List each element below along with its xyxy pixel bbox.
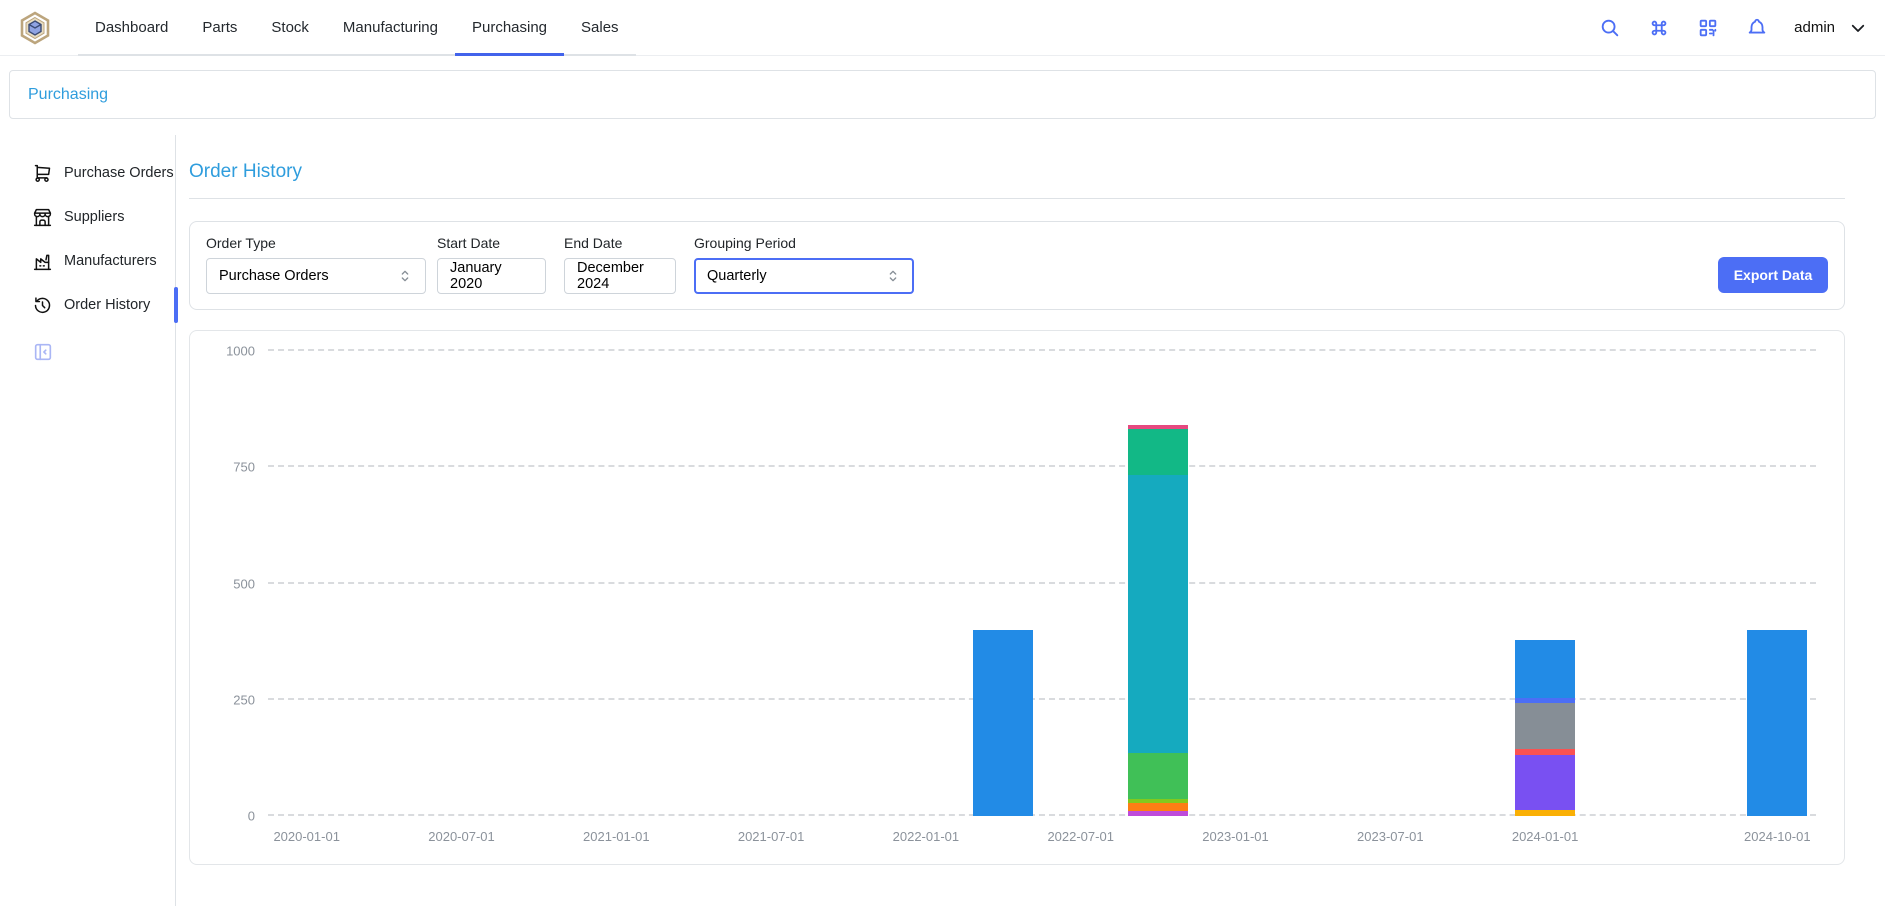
tab-sales[interactable]: Sales bbox=[564, 0, 636, 54]
bar-segment-violet bbox=[1515, 755, 1575, 810]
tab-dashboard[interactable]: Dashboard bbox=[78, 0, 185, 54]
y-axis-tick-250: 250 bbox=[233, 692, 255, 707]
user-menu[interactable]: admin bbox=[1794, 19, 1867, 37]
app-logo[interactable] bbox=[18, 0, 52, 55]
gridline-y-500 bbox=[268, 582, 1816, 584]
grouping-period-label: Grouping Period bbox=[694, 235, 914, 251]
order-type-select[interactable]: Purchase Orders bbox=[206, 258, 426, 294]
inventree-logo-icon bbox=[18, 11, 52, 45]
sidebar-item-purchase-orders[interactable]: Purchase Orders bbox=[0, 151, 175, 195]
storefront-icon bbox=[32, 207, 53, 228]
y-axis-tick-750: 750 bbox=[233, 460, 255, 475]
x-axis-tick-2022-07-01: 2022-07-01 bbox=[1047, 829, 1114, 844]
x-axis-tick-2023-01-01: 2023-01-01 bbox=[1202, 829, 1269, 844]
main-panel: Order History Order Type Purchase Orders… bbox=[176, 135, 1885, 906]
bar-segment-cyan bbox=[1128, 475, 1188, 753]
breadcrumb-purchasing-link[interactable]: Purchasing bbox=[28, 86, 108, 104]
end-date-input[interactable]: December 2024 bbox=[564, 258, 676, 294]
order-type-value: Purchase Orders bbox=[219, 268, 329, 284]
bar-2024-10-01[interactable] bbox=[1747, 630, 1807, 816]
content-region: Purchase Orders Suppliers Manufacturers bbox=[0, 135, 1885, 906]
purchasing-sidebar: Purchase Orders Suppliers Manufacturers bbox=[0, 135, 176, 906]
export-data-button[interactable]: Export Data bbox=[1718, 257, 1828, 293]
select-chevrons-icon bbox=[397, 268, 413, 284]
sidebar-item-order-history[interactable]: Order History bbox=[0, 283, 175, 327]
gridline-y-1000 bbox=[268, 349, 1816, 351]
end-date-value: December 2024 bbox=[577, 260, 663, 292]
sidebar-item-label: Manufacturers bbox=[64, 253, 157, 269]
bar-segment-yellow bbox=[1515, 810, 1575, 816]
end-date-label: End Date bbox=[564, 235, 676, 251]
x-axis-tick-2023-07-01: 2023-07-01 bbox=[1357, 829, 1424, 844]
tab-manufacturing[interactable]: Manufacturing bbox=[326, 0, 455, 54]
title-divider bbox=[189, 198, 1845, 199]
gridline-y-250 bbox=[268, 698, 1816, 700]
grouping-period-value: Quarterly bbox=[707, 268, 767, 284]
main-nav-tabs: Dashboard Parts Stock Manufacturing Purc… bbox=[78, 0, 636, 56]
x-axis-tick-2021-07-01: 2021-07-01 bbox=[738, 829, 805, 844]
x-axis-tick-2021-01-01: 2021-01-01 bbox=[583, 829, 650, 844]
bar-segment-blue bbox=[1515, 640, 1575, 698]
order-history-chart-card: 0 250 500 750 1000 2020-01-01 2020-07-01 2021-0… bbox=[189, 330, 1845, 865]
x-axis-tick-2020-01-01: 2020-01-01 bbox=[273, 829, 340, 844]
bar-segment-blue bbox=[973, 630, 1033, 816]
breadcrumb: Purchasing bbox=[9, 70, 1876, 119]
y-axis-tick-0: 0 bbox=[248, 809, 255, 824]
bar-segment-orange bbox=[1128, 803, 1188, 811]
x-axis-tick-2020-07-01: 2020-07-01 bbox=[428, 829, 495, 844]
factory-icon bbox=[32, 251, 53, 272]
sidebar-collapse-icon[interactable] bbox=[32, 341, 54, 363]
history-icon bbox=[32, 295, 53, 316]
y-axis-tick-1000: 1000 bbox=[226, 344, 255, 359]
sidebar-item-label: Suppliers bbox=[64, 209, 124, 225]
start-date-field: Start Date January 2020 bbox=[437, 235, 546, 294]
x-axis-tick-2022-01-01: 2022-01-01 bbox=[893, 829, 960, 844]
qrcode-icon[interactable] bbox=[1696, 16, 1719, 39]
search-icon[interactable] bbox=[1598, 16, 1621, 39]
start-date-input[interactable]: January 2020 bbox=[437, 258, 546, 294]
select-chevrons-icon bbox=[885, 268, 901, 284]
username-label: admin bbox=[1794, 19, 1835, 36]
grouping-period-field: Grouping Period Quarterly bbox=[694, 235, 914, 294]
sidebar-item-label: Purchase Orders bbox=[64, 165, 174, 181]
chart-plot-area: 025050075010002020-01-012020-07-012021-0… bbox=[268, 351, 1816, 816]
start-date-label: Start Date bbox=[437, 235, 546, 251]
bar-2024-01-01[interactable] bbox=[1515, 640, 1575, 816]
bar-segment-blue bbox=[1747, 630, 1807, 816]
navbar-actions: admin bbox=[1598, 0, 1867, 55]
tab-parts[interactable]: Parts bbox=[185, 0, 254, 54]
top-navbar: Dashboard Parts Stock Manufacturing Purc… bbox=[0, 0, 1885, 56]
bell-icon[interactable] bbox=[1745, 16, 1768, 39]
gridline-y-0 bbox=[268, 814, 1816, 816]
tab-purchasing[interactable]: Purchasing bbox=[455, 0, 564, 54]
bar-2022-04-01[interactable] bbox=[973, 630, 1033, 816]
end-date-field: End Date December 2024 bbox=[564, 235, 676, 294]
grouping-period-select[interactable]: Quarterly bbox=[694, 258, 914, 294]
sidebar-item-suppliers[interactable]: Suppliers bbox=[0, 195, 175, 239]
page-title: Order History bbox=[189, 161, 1845, 183]
bar-2022-10-01[interactable] bbox=[1128, 425, 1188, 816]
chevron-down-icon bbox=[1849, 19, 1867, 37]
command-icon[interactable] bbox=[1647, 16, 1670, 39]
sidebar-item-label: Order History bbox=[64, 297, 150, 313]
bar-segment-green bbox=[1128, 753, 1188, 800]
order-type-field: Order Type Purchase Orders bbox=[206, 235, 426, 294]
bar-segment-gray bbox=[1515, 703, 1575, 749]
bar-segment-grape bbox=[1128, 811, 1188, 816]
start-date-value: January 2020 bbox=[450, 260, 533, 292]
bar-segment-teal bbox=[1128, 429, 1188, 476]
filter-card: Order Type Purchase Orders Start Date Ja… bbox=[189, 221, 1845, 310]
order-type-label: Order Type bbox=[206, 235, 426, 251]
gridline-y-750 bbox=[268, 465, 1816, 467]
x-axis-tick-2024-01-01: 2024-01-01 bbox=[1512, 829, 1579, 844]
sidebar-item-manufacturers[interactable]: Manufacturers bbox=[0, 239, 175, 283]
x-axis-tick-2024-10-01: 2024-10-01 bbox=[1744, 829, 1811, 844]
shopping-cart-icon bbox=[32, 163, 53, 184]
tab-stock[interactable]: Stock bbox=[254, 0, 326, 54]
y-axis-tick-500: 500 bbox=[233, 576, 255, 591]
